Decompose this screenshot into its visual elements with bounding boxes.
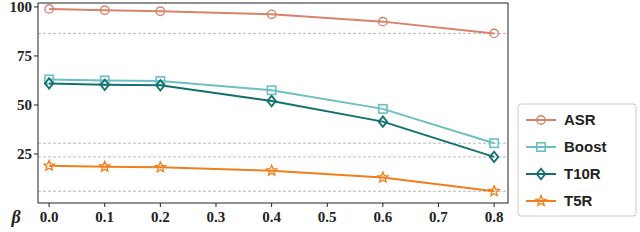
legend-label: T10R: [564, 165, 601, 182]
series-point: [266, 165, 276, 175]
legend-marker: [537, 116, 545, 124]
series-point: [490, 152, 498, 162]
series-point: [101, 6, 109, 14]
series-line: [49, 166, 494, 191]
x-tick: [382, 203, 383, 207]
legend-marker: [537, 169, 545, 179]
legend-label: T5R: [564, 192, 593, 209]
series-point: [267, 96, 275, 106]
y-tick-label: 100: [10, 0, 33, 15]
series-line: [49, 83, 494, 157]
series-point: [267, 10, 275, 18]
legend-line: [526, 173, 556, 175]
x-tick: [494, 203, 495, 207]
y-tick: [34, 55, 38, 56]
legend-line: [526, 200, 556, 202]
x-tick-label: 0.2: [151, 209, 170, 225]
series-point: [44, 160, 54, 170]
reference-line: [38, 156, 508, 157]
x-tick-label: 0.6: [373, 209, 392, 225]
series-point: [379, 17, 387, 25]
x-tick: [104, 203, 105, 207]
series-line: [49, 9, 494, 34]
series-point: [490, 139, 498, 147]
x-tick-label: 0.4: [262, 209, 281, 225]
plot-frame: [38, 3, 508, 203]
legend-label: Boost: [564, 138, 607, 155]
legend-marker: [536, 196, 546, 206]
y-tick: [34, 104, 38, 105]
series-point: [379, 116, 387, 126]
y-tick: [34, 6, 38, 7]
legend-label: ASR: [564, 111, 596, 128]
x-tick-label: 0.8: [485, 209, 504, 225]
series-point: [156, 80, 164, 90]
reference-line: [38, 191, 508, 192]
legend-line: [526, 119, 556, 121]
series-point: [101, 80, 109, 90]
legend-line: [526, 146, 556, 148]
series-point: [156, 7, 164, 15]
x-tick: [438, 203, 439, 207]
y-tick: [34, 153, 38, 154]
chart: 25 50 75 100 0.0 0.1 0.2 0.3 0.4 0.5 0.6 0.7 0.8 β ASR…: [0, 0, 640, 232]
y-tick-label: 50: [17, 97, 32, 113]
y-tick-label: 25: [17, 146, 32, 162]
reference-line: [38, 143, 508, 144]
x-tick-label: 0.3: [207, 209, 226, 225]
series-line: [49, 79, 494, 143]
legend-box: [518, 104, 636, 216]
x-tick: [49, 203, 50, 207]
legend-marker: [537, 143, 545, 151]
x-tick-label: 0.0: [40, 209, 59, 225]
series-point: [379, 105, 387, 113]
y-tick-label: 75: [17, 48, 32, 64]
x-tick: [327, 203, 328, 207]
chart-root: 25 50 75 100 0.0 0.1 0.2 0.3 0.4 0.5 0.6 0.7 0.8 β ASR…: [0, 0, 640, 232]
reference-line: [38, 33, 508, 34]
series-point: [100, 161, 110, 171]
x-tick: [271, 203, 272, 207]
x-tick: [215, 203, 216, 207]
series-point: [45, 78, 53, 88]
plot-area: [44, 5, 499, 196]
x-tick-label: 0.1: [95, 209, 114, 225]
x-axis-label: β: [10, 207, 21, 227]
x-tick-label: 0.7: [429, 209, 448, 225]
series-point: [45, 5, 53, 13]
x-tick-label: 0.5: [318, 209, 337, 225]
series-point: [490, 29, 498, 37]
series-point: [378, 172, 388, 182]
x-tick: [160, 203, 161, 207]
series-point: [489, 186, 499, 196]
legend: ASR Boost T10R T5R: [518, 104, 636, 216]
series-point: [155, 162, 165, 172]
series-point: [267, 86, 275, 94]
